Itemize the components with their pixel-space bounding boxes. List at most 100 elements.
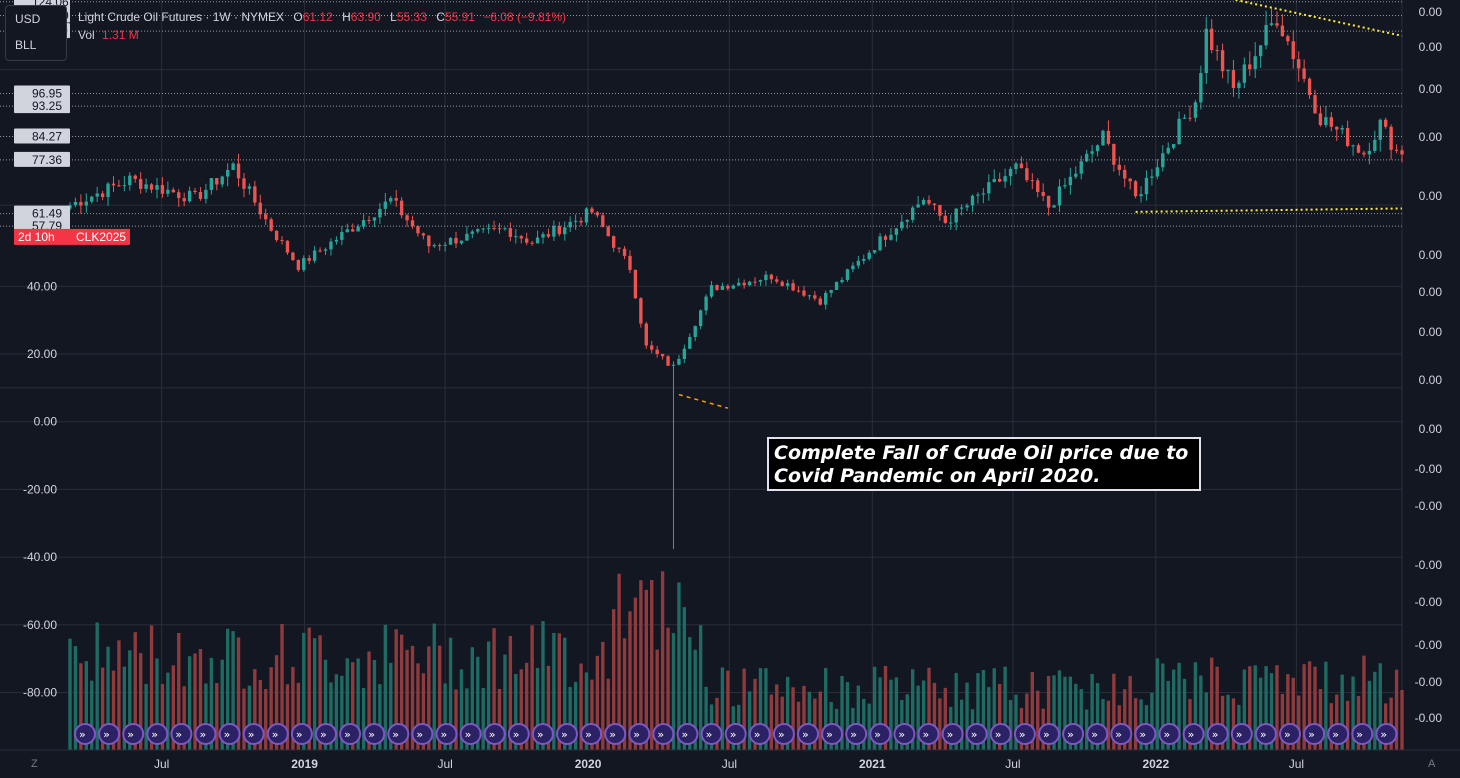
candle-body xyxy=(187,190,192,202)
volume-bar xyxy=(1003,666,1007,750)
volume-bar xyxy=(584,672,589,750)
candle-body xyxy=(622,248,627,256)
volume-bar xyxy=(1128,676,1132,750)
candle-body xyxy=(177,192,181,199)
volume-bar xyxy=(1008,700,1013,750)
candle-body xyxy=(1188,117,1192,119)
candle-body xyxy=(302,258,306,270)
candle-body xyxy=(693,326,697,337)
candle-body xyxy=(1008,168,1013,177)
event-marker xyxy=(194,723,217,745)
candle-body xyxy=(100,193,105,198)
volume-bar xyxy=(557,633,561,750)
candle-body xyxy=(851,265,855,270)
event-marker-glyph: » xyxy=(1188,728,1195,741)
volume-bar xyxy=(323,659,328,750)
volume-bar xyxy=(253,669,257,750)
volume-bar xyxy=(644,589,648,750)
candle-body xyxy=(715,285,719,290)
event-marker xyxy=(290,723,313,745)
volume-bar xyxy=(1095,683,1100,750)
candle-body xyxy=(535,237,540,244)
candle-body xyxy=(448,237,453,245)
candle-body xyxy=(878,236,882,251)
volume-bar xyxy=(791,687,795,750)
candle-body xyxy=(329,241,333,250)
candle-body xyxy=(345,229,349,233)
event-marker-glyph: » xyxy=(537,728,544,741)
right-axis-label: 0.00 xyxy=(1419,40,1443,54)
volume-bar xyxy=(824,668,828,750)
volume-bar xyxy=(546,665,551,750)
volume-bar xyxy=(454,689,458,750)
volume-bar xyxy=(1362,655,1366,750)
volume-bar xyxy=(1302,664,1306,750)
candle-body xyxy=(1373,139,1377,151)
legend: Light Crude Oil Futures · 1W · NYMEX O61… xyxy=(78,8,566,44)
y-tick-label: 40.00 xyxy=(27,279,57,293)
event-marker-glyph: » xyxy=(200,728,207,741)
volume-bar xyxy=(535,667,540,750)
volume-bar xyxy=(1215,666,1219,750)
candle-body xyxy=(149,184,154,190)
candle-body xyxy=(1384,119,1388,127)
volume-bar xyxy=(1052,675,1056,750)
candle-body xyxy=(1019,163,1024,169)
candle-body xyxy=(916,204,920,208)
volume-bar xyxy=(122,666,127,750)
zoom-reset-button[interactable]: Z xyxy=(31,758,38,770)
volume-bar xyxy=(802,685,806,750)
close-label: C xyxy=(436,10,445,24)
volume-bar xyxy=(1340,674,1344,750)
event-marker-glyph: » xyxy=(1212,728,1219,741)
candle-body xyxy=(1101,130,1105,146)
candle-body xyxy=(470,231,474,234)
volume-bar xyxy=(606,678,610,750)
candle-body xyxy=(590,208,594,213)
event-marker xyxy=(772,723,795,745)
unit-selector[interactable]: USD BLL xyxy=(5,5,67,61)
volume-bar xyxy=(95,622,99,750)
event-marker xyxy=(339,723,362,745)
candle-body xyxy=(927,199,931,204)
event-marker-glyph: » xyxy=(778,728,785,741)
candle-body xyxy=(394,198,398,201)
event-marker-glyph: » xyxy=(1019,728,1026,741)
candle-body xyxy=(1356,145,1361,153)
candle-body xyxy=(166,189,170,194)
candle-body xyxy=(1248,64,1252,70)
candle-body xyxy=(1177,118,1181,145)
candle-body xyxy=(1220,50,1225,72)
event-marker-glyph: » xyxy=(344,728,351,741)
candle-body xyxy=(508,228,513,237)
volume-bar xyxy=(220,659,224,750)
candle-body xyxy=(133,175,137,179)
event-marker-glyph: » xyxy=(633,728,640,741)
candle-body xyxy=(840,279,844,283)
volume-bar xyxy=(541,621,545,750)
event-marker-glyph: » xyxy=(79,728,86,741)
annotation-box[interactable]: Complete Fall of Crude Oil price due to … xyxy=(767,437,1201,491)
volume-bar xyxy=(1297,695,1301,750)
candle-body xyxy=(981,193,986,195)
low-label: L xyxy=(390,10,397,24)
candle-body xyxy=(486,228,491,230)
event-marker xyxy=(628,723,651,745)
event-marker-glyph: » xyxy=(1260,728,1267,741)
high-label: H xyxy=(342,10,351,24)
candle-body xyxy=(242,178,246,189)
event-marker-glyph: » xyxy=(754,728,761,741)
candle-body xyxy=(856,260,861,266)
candle-body xyxy=(617,247,621,249)
low-value: 55.33 xyxy=(396,10,427,24)
volume-bar xyxy=(693,649,697,750)
event-marker xyxy=(507,723,530,745)
candle-body xyxy=(160,185,165,194)
auto-scale-button[interactable]: A xyxy=(1428,758,1436,770)
volume-bar xyxy=(160,683,165,750)
candle-body xyxy=(296,260,301,270)
candle-body xyxy=(802,290,806,296)
candle-body xyxy=(236,163,241,179)
volume-bar xyxy=(1356,696,1361,750)
